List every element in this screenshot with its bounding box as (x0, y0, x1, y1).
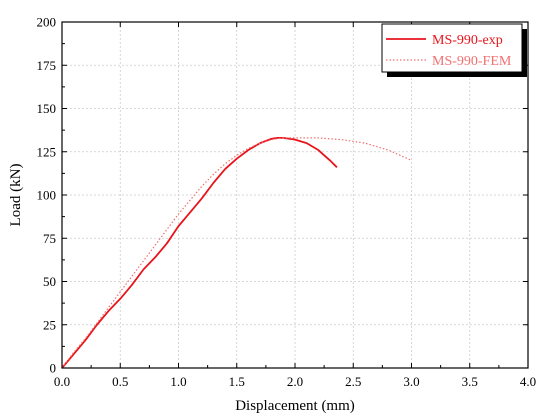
x-tick-label: 2.0 (287, 374, 303, 389)
x-tick-label: 4.0 (520, 374, 536, 389)
y-tick-label: 200 (37, 15, 57, 30)
x-tick-label: 2.5 (345, 374, 361, 389)
y-tick-label: 50 (43, 274, 56, 289)
y-tick-label: 150 (37, 101, 57, 116)
x-axis-title: Displacement (mm) (235, 398, 355, 414)
series-layer (61, 137, 412, 369)
y-tick-label: 100 (37, 188, 57, 203)
x-tick-label: 3.0 (403, 374, 419, 389)
y-tick-label: 75 (43, 231, 56, 246)
legend: MS-990-exp MS-990-FEM (381, 23, 527, 77)
y-tick-label: 0 (50, 361, 57, 376)
x-tick-label: 0.0 (54, 374, 70, 389)
x-tick-label: 3.5 (462, 374, 478, 389)
y-tick-label: 125 (37, 144, 57, 159)
legend-label-fem: MS-990-FEM (432, 54, 512, 69)
series-line-fem (61, 137, 412, 369)
tick-labels: 0.0 0.5 1.0 1.5 2.0 2.5 3.0 3.5 4.0 0 25 50 75 100 125… (37, 15, 537, 390)
ticks (61, 21, 529, 369)
x-tick-label: 1.0 (170, 374, 186, 389)
y-tick-label: 175 (37, 58, 57, 73)
y-tick-label: 25 (43, 317, 56, 332)
x-tick-label: 0.5 (112, 374, 128, 389)
legend-label-exp: MS-990-exp (432, 33, 503, 48)
legend-box (381, 23, 523, 73)
x-tick-label: 1.5 (229, 374, 245, 389)
series-line-exp (61, 137, 338, 369)
y-axis-title: Load (kN) (8, 164, 24, 227)
